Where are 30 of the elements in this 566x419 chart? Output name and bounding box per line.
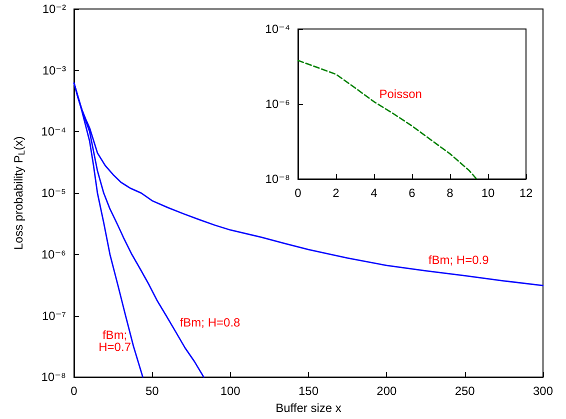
x-tick-label: 8 (446, 186, 454, 200)
x-tick-label: 100 (220, 384, 241, 398)
annotation: fBm; H=0.9 (428, 252, 490, 267)
x-tick-label: 250 (454, 384, 476, 398)
y-axis-title: Loss probability PL(x) (12, 136, 26, 250)
y-tick-label: 10⁻³ (42, 63, 66, 78)
x-tick-label: 50 (145, 384, 160, 398)
y-tick-label: 10⁻⁶ (41, 247, 66, 262)
x-tick-label: 300 (532, 384, 554, 398)
x-tick-label: 12 (519, 186, 533, 200)
x-tick-label: 4 (370, 186, 378, 200)
y-tick-label: 10⁻⁸ (265, 172, 290, 186)
y-tick-label: 10⁻⁶ (265, 97, 290, 111)
x-tick-label: 2 (332, 186, 340, 200)
y-tick-label: 10⁻² (42, 2, 66, 16)
x-tick-label: 150 (298, 384, 319, 398)
y-tick-label: 10⁻⁴ (41, 124, 66, 139)
x-axis-title: Buffer size x (276, 401, 342, 415)
y-tick-label: 10⁻⁷ (42, 308, 66, 323)
x-tick-label: 0 (70, 384, 78, 398)
annotation: fBm; H=0.8 (180, 316, 241, 330)
annotation: fBm; H=0.7 (98, 328, 132, 354)
y-tick-label: 10⁻⁵ (41, 186, 66, 200)
x-tick-label: 6 (408, 186, 416, 200)
x-tick-label: 10 (481, 186, 495, 200)
y-tick-label: 10⁻⁸ (41, 370, 66, 384)
annotation: Poisson (379, 86, 422, 101)
x-tick-label: 0 (294, 186, 302, 200)
y-tick-label: 10⁻⁴ (265, 22, 290, 36)
x-tick-label: 200 (376, 384, 397, 398)
